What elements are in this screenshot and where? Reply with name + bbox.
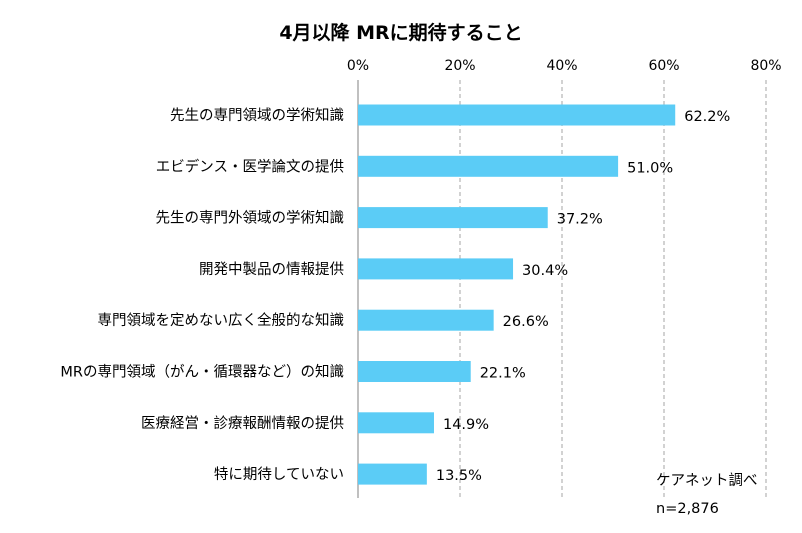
value-labels: 62.2% 51.0% 37.2% 30.4% 26.6% 22.1% 14.9% 13.5% <box>436 109 730 484</box>
bars <box>358 104 676 485</box>
value-label: 62.2% <box>684 109 730 125</box>
bar <box>358 104 676 126</box>
chart-title: 4月以降 MRに期待すること <box>279 21 522 44</box>
category-label: 医療経営・診療報酬情報の提供 <box>141 415 344 432</box>
x-axis-ticks: 0% 20% 40% 60% 80% <box>347 58 782 74</box>
category-label: 先生の専門外領域の学術知識 <box>156 210 345 227</box>
value-label: 13.5% <box>436 468 482 484</box>
sample-size-note: n=2,876 <box>656 501 719 517</box>
x-tick-label: 80% <box>750 58 781 74</box>
bar <box>358 361 471 382</box>
category-label: MRの専門領域（がん・循環器など）の知識 <box>60 364 344 381</box>
category-labels: 先生の専門領域の学術知識エビデンス・医学論文の提供先生の専門外領域の学術知識開発… <box>60 107 344 483</box>
value-label: 22.1% <box>480 366 526 382</box>
bar <box>358 155 619 177</box>
x-tick-label: 20% <box>444 58 475 74</box>
category-label: 特に期待していない <box>214 466 344 483</box>
bar <box>358 463 427 485</box>
category-label: 先生の専門領域の学術知識 <box>170 107 344 124</box>
bar <box>358 309 494 331</box>
value-label: 26.6% <box>503 314 549 330</box>
value-label: 37.2% <box>557 212 603 228</box>
category-label: 専門領域を定めない広く全般的な知識 <box>98 311 345 329</box>
grid-lines <box>357 80 767 498</box>
value-label: 51.0% <box>627 160 673 176</box>
category-label: エビデンス・医学論文の提供 <box>156 157 344 175</box>
x-tick-label: 60% <box>648 58 679 74</box>
category-label: 開発中製品の情報提供 <box>199 261 344 278</box>
x-tick-label: 40% <box>546 58 577 74</box>
source-note: ケアネット調べ <box>656 472 758 489</box>
value-label: 14.9% <box>443 417 489 433</box>
bar <box>358 412 434 434</box>
x-tick-label: 0% <box>347 58 369 74</box>
value-label: 30.4% <box>522 263 568 279</box>
bar <box>358 258 514 280</box>
bar <box>358 207 548 229</box>
